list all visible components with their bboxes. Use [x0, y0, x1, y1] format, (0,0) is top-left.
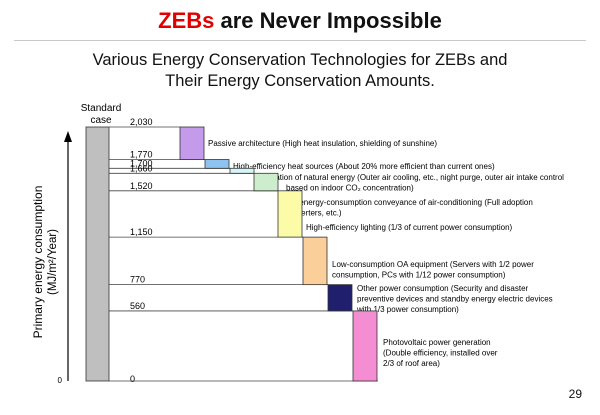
standard-case-bar: [85, 126, 110, 382]
waterfall-step-bar: [327, 284, 353, 312]
waterfall-step-bar: [229, 167, 255, 174]
subtitle-line-2: Their Energy Conservation Amounts.: [165, 72, 435, 90]
tick-label: 560: [130, 301, 145, 311]
tick-label: 1,150: [130, 227, 153, 237]
waterfall-step-bar: [179, 126, 205, 160]
waterfall-step-bar: [204, 159, 230, 169]
slide-title-accent: ZEBs: [158, 8, 215, 33]
page-number: 29: [568, 387, 582, 401]
tick-label: 2,030: [130, 117, 153, 127]
y-axis-zero-label: 0: [58, 376, 63, 385]
tick-label: 1,520: [130, 181, 153, 191]
step-description: Photovoltaic power generation: [383, 338, 491, 347]
step-description: with 1/3 power consumption): [356, 305, 459, 314]
standard-case-label: case: [90, 115, 112, 126]
y-axis-arrow: [64, 131, 72, 142]
step-description: 2/3 of roof area): [383, 359, 440, 368]
tick-label: 1,660: [130, 163, 153, 173]
waterfall-step-bar: [277, 190, 303, 238]
step-description: Other power consumption (Security and di…: [357, 284, 529, 293]
tick-label: 770: [130, 275, 145, 285]
y-axis-unit: (MJ/m²/Year): [47, 229, 59, 295]
step-description: Low-consumption OA equipment (Servers wi…: [332, 260, 534, 269]
standard-case-label: Standard: [81, 103, 122, 114]
step-description: based on indoor CO₂ concentration): [286, 184, 414, 193]
step-description: of inverters, etc.): [282, 209, 342, 218]
tick-label: 1,770: [130, 150, 153, 160]
step-description: consumption, PCs with 1/12 power consump…: [332, 271, 506, 280]
tick-label: 0: [130, 374, 135, 384]
step-description: preventive devices and standby energy el…: [357, 295, 553, 304]
subtitle-line-1: Various Energy Conservation Technologies…: [92, 51, 508, 69]
waterfall-step-bar: [352, 310, 378, 382]
step-description: (Double efficiency, installed over: [383, 349, 498, 358]
step-description: Passive architecture (High heat insulati…: [208, 139, 437, 148]
tick-label: 1,700: [130, 158, 153, 168]
y-axis-title: Primary energy consumption: [31, 186, 45, 339]
slide-title-rest: are Never Impossible: [214, 8, 442, 33]
step-description: High-efficiency heat sources (About 20% …: [233, 162, 495, 171]
waterfall-step-bar: [253, 172, 279, 192]
slide-title: ZEBs are Never Impossible: [0, 8, 600, 34]
title-divider: [14, 40, 586, 41]
waterfall-step-bar: [302, 236, 328, 286]
step-description: High-efficiency lighting (1/3 of current…: [306, 223, 513, 232]
step-description: Utilization of natural energy (Outer air…: [258, 173, 564, 182]
step-description: Low-energy-consumption conveyance of air…: [282, 198, 533, 207]
slide-subtitle: Various Energy Conservation Technologies…: [30, 50, 570, 92]
